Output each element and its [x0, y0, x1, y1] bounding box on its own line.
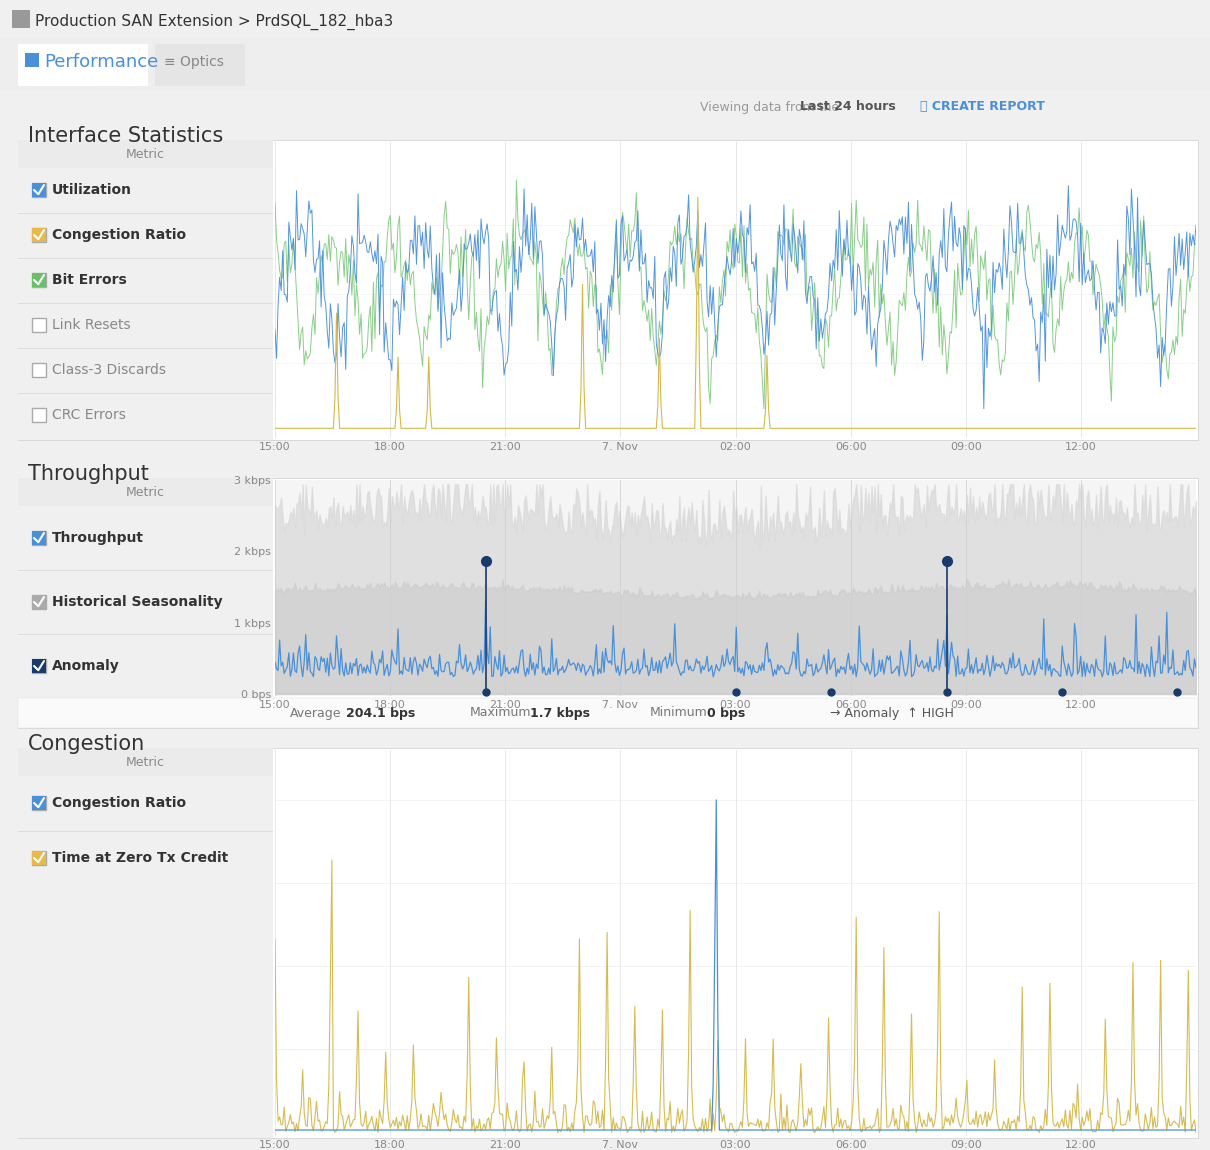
Bar	[31, 183, 46, 197]
Bar	[18, 140, 1198, 440]
Text: Anomaly: Anomaly	[52, 659, 120, 673]
Text: Production SAN Extension > PrdSQL_182_hba3: Production SAN Extension > PrdSQL_182_hb…	[35, 14, 393, 30]
Bar	[18, 478, 1198, 728]
Bar	[12, 10, 30, 28]
Bar	[31, 595, 46, 610]
Text: Metric: Metric	[126, 147, 165, 161]
Text: Class-3 Discards: Class-3 Discards	[52, 363, 166, 377]
Bar	[31, 796, 46, 810]
Bar	[31, 659, 46, 673]
Bar	[31, 531, 46, 545]
Bar	[31, 183, 46, 197]
Text: Maximum: Maximum	[469, 706, 531, 720]
Bar	[31, 363, 46, 377]
Text: 📋 CREATE REPORT: 📋 CREATE REPORT	[920, 100, 1045, 114]
Bar	[31, 851, 46, 865]
Bar	[31, 851, 46, 865]
Bar	[31, 531, 46, 545]
Text: Historical Seasonality: Historical Seasonality	[52, 595, 223, 610]
Text: Last 24 hours: Last 24 hours	[800, 100, 895, 114]
Text: 1.7 kbps: 1.7 kbps	[530, 706, 590, 720]
Bar	[18, 140, 273, 168]
Bar	[31, 228, 46, 242]
Bar	[31, 796, 46, 810]
Text: Viewing data from the: Viewing data from the	[701, 100, 843, 114]
Bar	[31, 659, 46, 673]
Bar	[155, 44, 244, 86]
Text: → Anomaly  ↑ HIGH: → Anomaly ↑ HIGH	[830, 706, 953, 720]
Bar	[18, 748, 1198, 1138]
Bar	[18, 698, 1198, 728]
Bar	[31, 228, 46, 242]
Bar	[18, 748, 273, 1138]
Text: Throughput: Throughput	[28, 463, 149, 484]
Text: Performance: Performance	[44, 53, 159, 71]
Bar	[0, 38, 1210, 90]
Bar	[31, 408, 46, 422]
Bar	[18, 478, 273, 506]
Bar	[25, 53, 39, 67]
Bar	[18, 44, 148, 86]
Text: Interface Statistics: Interface Statistics	[28, 126, 224, 146]
Bar	[31, 319, 46, 332]
Text: Minimum: Minimum	[650, 706, 708, 720]
Text: Throughput: Throughput	[52, 531, 144, 545]
Bar	[18, 748, 273, 776]
Bar	[31, 595, 46, 610]
Bar	[31, 273, 46, 288]
Bar	[0, 0, 1210, 38]
Text: Time at Zero Tx Credit: Time at Zero Tx Credit	[52, 851, 229, 865]
Text: 204.1 bps: 204.1 bps	[346, 706, 415, 720]
Text: 0 bps: 0 bps	[707, 706, 745, 720]
Text: ≡ Optics: ≡ Optics	[165, 55, 224, 69]
Text: Link Resets: Link Resets	[52, 319, 131, 332]
Text: Metric: Metric	[126, 756, 165, 768]
Text: Average: Average	[290, 706, 341, 720]
Text: CRC Errors: CRC Errors	[52, 408, 126, 422]
Bar	[18, 140, 273, 440]
Text: Utilization: Utilization	[52, 183, 132, 197]
Text: Metric: Metric	[126, 485, 165, 498]
Bar	[18, 478, 273, 728]
Bar	[31, 273, 46, 288]
Text: Congestion Ratio: Congestion Ratio	[52, 796, 186, 810]
Text: Congestion: Congestion	[28, 734, 145, 754]
Text: Congestion Ratio: Congestion Ratio	[52, 228, 186, 242]
Text: Bit Errors: Bit Errors	[52, 273, 127, 288]
